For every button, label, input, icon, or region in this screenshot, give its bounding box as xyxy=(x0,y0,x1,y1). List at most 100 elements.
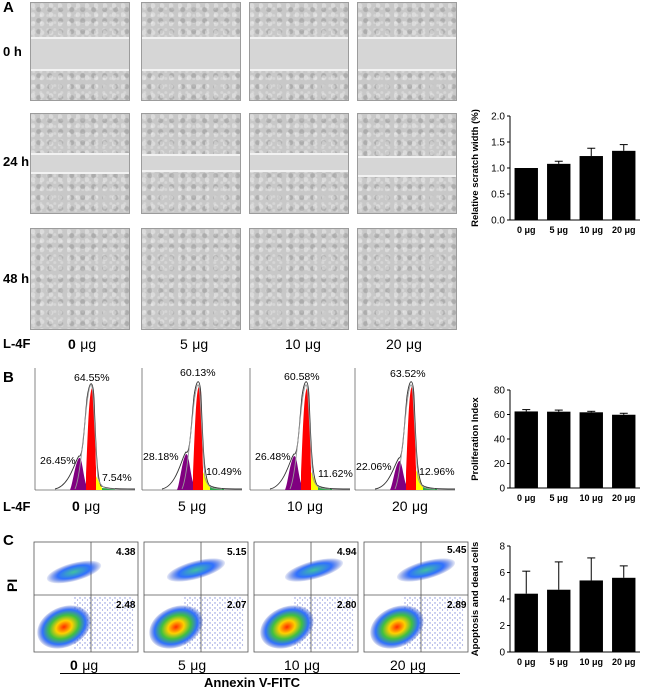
y-tick-label: 1.5 xyxy=(491,138,505,149)
x-tick-label: 20 μg xyxy=(612,225,636,235)
dose-label-b-0: 0 μg xyxy=(72,498,101,514)
dose-label-b-10: 10 μg xyxy=(287,498,323,514)
x-tick-label: 10 μg xyxy=(579,657,603,667)
panel-letter-c: C xyxy=(3,532,14,549)
x-tick-label: 10 μg xyxy=(579,225,603,235)
bar xyxy=(514,593,538,652)
hist-2-peak-pct: 60.58% xyxy=(284,371,320,383)
flow-2-lower-right: 2.80 xyxy=(337,600,357,611)
bar xyxy=(547,589,571,652)
x-tick-label: 0 μg xyxy=(517,493,536,503)
y-tick-label: 4 xyxy=(499,595,505,606)
flow-3-lower-right: 2.89 xyxy=(447,600,467,611)
bar xyxy=(612,414,636,488)
y-axis-label: Relative scratch width (%) xyxy=(470,109,481,227)
y-tick-label: 0 xyxy=(499,484,505,495)
y-tick-label: 1.0 xyxy=(491,164,505,175)
flow-3-upper-right: 5.45 xyxy=(447,545,467,556)
flow-0-lower-right: 2.48 xyxy=(116,600,136,611)
micrograph-48h-10ug xyxy=(249,228,349,330)
x-tick-label: 20 μg xyxy=(612,657,636,667)
micrograph-48h-5ug xyxy=(141,228,241,330)
cell-cycle-histograms xyxy=(34,368,456,491)
x-tick-label: 5 μg xyxy=(549,493,568,503)
micrograph-0h-5ug xyxy=(141,2,241,101)
x-tick-label: 10 μg xyxy=(579,493,603,503)
hist-3-right-pct: 12.96% xyxy=(419,466,455,478)
y-tick-label: 6 xyxy=(499,568,505,579)
y-axis-label: Apoptosis and dead cells xyxy=(470,542,481,657)
hist-0-peak-pct: 64.55% xyxy=(74,372,110,384)
y-tick-label: 20 xyxy=(494,459,506,470)
row-label-48h: 48 h xyxy=(3,271,30,286)
y-tick-label: 2.0 xyxy=(491,112,505,123)
dose-label-b-5: 5 μg xyxy=(178,498,207,514)
panel-letter-b: B xyxy=(3,369,14,386)
row-label-0h: 0 h xyxy=(3,44,22,59)
y-tick-label: 40 xyxy=(494,435,506,446)
x-tick-label: 5 μg xyxy=(549,225,568,235)
dose-label-a-10: 10 μg xyxy=(285,336,321,352)
dose-label-c-10: 10 μg xyxy=(284,657,320,673)
treatment-label-b: L-4F xyxy=(3,499,31,514)
bar xyxy=(612,577,636,652)
x-tick-label: 20 μg xyxy=(612,493,636,503)
x-tick-label: 5 μg xyxy=(549,657,568,667)
micrograph-48h-0ug xyxy=(30,228,130,330)
chart-proliferation-index: 0 20 40 60 80 0 μg 5 μg 10 μg 20 μg Proliferation… xyxy=(470,386,640,503)
flow-1-lower-right: 2.07 xyxy=(227,600,247,611)
chart-scratch-width: 0.0 0.5 1.0 1.5 2.0 0 μg 5 μg 10 μg 20 μg Relativ… xyxy=(470,109,640,235)
dose-label-a-0: 0 μg xyxy=(68,336,97,352)
micrograph-0h-20ug xyxy=(357,2,457,101)
chart-apoptosis: 0 2 4 6 8 0 μg 5 μg 10 μg 20 μg Apoptosis and dea… xyxy=(470,542,640,667)
y-tick-label: 60 xyxy=(494,410,506,421)
bar xyxy=(514,411,538,488)
dose-label-a-20: 20 μg xyxy=(386,336,422,352)
y-axis-label: Proliferation Index xyxy=(470,397,481,481)
bar xyxy=(547,163,571,220)
y-tick-label: 80 xyxy=(494,386,506,397)
micrograph-0h-0ug xyxy=(30,2,130,101)
y-tick-label: 0.0 xyxy=(491,216,505,227)
panel-letter-a: A xyxy=(3,0,14,16)
row-label-24h: 24 h xyxy=(3,154,30,169)
dose-label-a-5: 5 μg xyxy=(180,336,209,352)
flow-1-upper-right: 5.15 xyxy=(227,547,247,558)
annexin-axis-line xyxy=(60,673,460,674)
hist-3-left-pct: 22.06% xyxy=(356,461,392,473)
dose-label-c-0: 0 μg xyxy=(70,657,99,673)
flow-scatter-plots xyxy=(33,541,469,653)
flow-x-axis-label: Annexin V-FITC xyxy=(204,675,301,690)
micrograph-24h-10ug xyxy=(249,113,349,214)
hist-0-left-pct: 26.45% xyxy=(40,455,76,467)
dose-label-b-20: 20 μg xyxy=(392,498,428,514)
micrograph-48h-20ug xyxy=(357,228,457,330)
micrograph-24h-20ug xyxy=(357,113,457,214)
hist-0-right-pct: 7.54% xyxy=(102,472,132,484)
y-tick-label: 2 xyxy=(499,621,505,632)
bar xyxy=(612,150,636,220)
dose-label-c-5: 5 μg xyxy=(178,657,207,673)
bar xyxy=(547,411,571,488)
bar xyxy=(579,412,603,488)
micrograph-24h-0ug xyxy=(30,113,130,214)
x-tick-label: 0 μg xyxy=(517,225,536,235)
micrograph-0h-10ug xyxy=(249,2,349,101)
flow-0-upper-right: 4.38 xyxy=(116,547,136,558)
bar xyxy=(579,156,603,220)
hist-1-peak-pct: 60.13% xyxy=(180,367,216,379)
flow-2-upper-right: 4.94 xyxy=(337,547,357,558)
bar xyxy=(514,168,538,220)
hist-3-peak-pct: 63.52% xyxy=(390,368,426,380)
flow-y-axis-label: PI xyxy=(4,578,20,592)
bar xyxy=(579,580,603,652)
y-tick-label: 8 xyxy=(499,542,505,553)
hist-2-right-pct: 11.62% xyxy=(318,468,353,480)
y-tick-label: 0.5 xyxy=(491,190,505,201)
dose-label-c-20: 20 μg xyxy=(390,657,426,673)
hist-1-right-pct: 10.49% xyxy=(206,466,242,478)
hist-2-left-pct: 26.48% xyxy=(255,451,291,463)
treatment-label-a: L-4F xyxy=(3,336,31,351)
hist-1-left-pct: 28.18% xyxy=(143,451,179,463)
micrograph-24h-5ug xyxy=(141,113,241,214)
